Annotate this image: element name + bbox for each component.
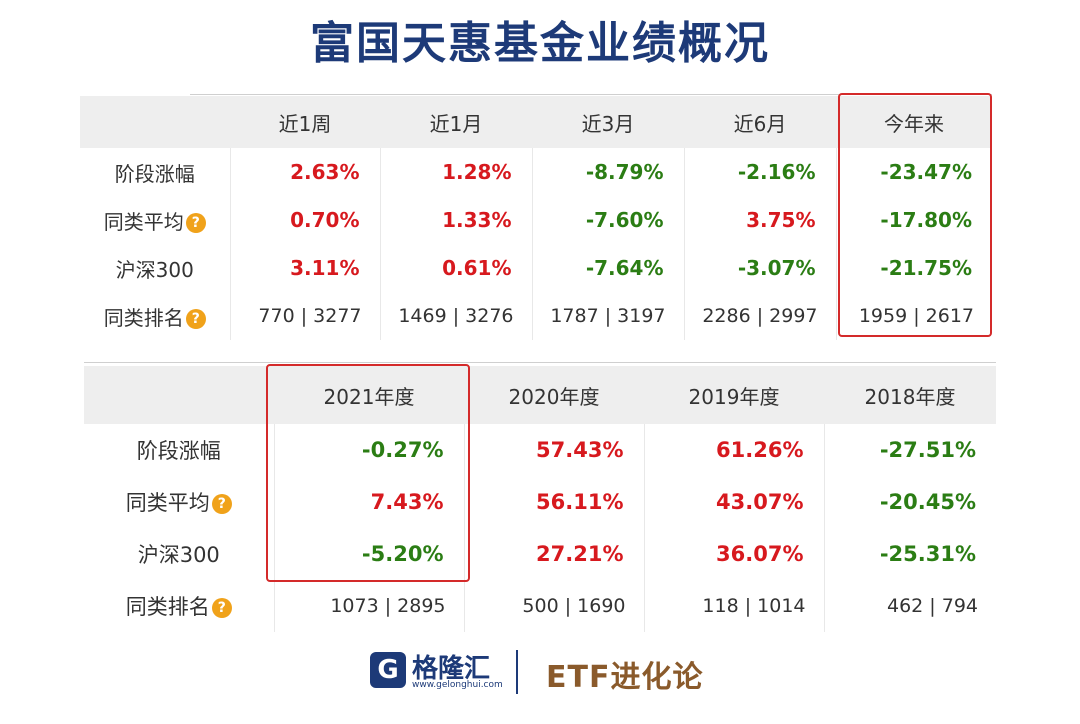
- table-cell: 770 | 3277: [229, 292, 380, 340]
- header-2020: 2020年度: [464, 366, 644, 424]
- annual-performance-table: 2021年度 2020年度 2019年度 2018年度 阶段涨幅 -0.27% …: [84, 366, 996, 632]
- table-cell: 1073 | 2895: [273, 580, 464, 632]
- header-2019: 2019年度: [644, 366, 824, 424]
- table-row: 阶段涨幅 -0.27% 57.43% 61.26% -27.51%: [84, 424, 996, 476]
- gelonghui-logo-name: 格隆汇: [412, 654, 491, 684]
- table-row: 阶段涨幅 2.63% 1.28% -8.79% -2.16% -23.47%: [80, 148, 992, 196]
- table-cell: 1.28%: [379, 148, 532, 196]
- row-label-peer-rank: 同类排名?: [84, 580, 274, 632]
- table-row: 沪深300 -5.20% 27.21% 36.07% -25.31%: [84, 528, 996, 580]
- table2-header-blank: [84, 366, 274, 424]
- header-2021: 2021年度: [274, 366, 464, 424]
- table2-top-rule: [84, 362, 996, 363]
- table-cell: -7.64%: [531, 244, 684, 292]
- table-cell: 3.75%: [683, 196, 836, 244]
- info-icon[interactable]: ?: [185, 308, 206, 329]
- table1-header-blank: [80, 96, 230, 148]
- table-cell: -17.80%: [835, 196, 992, 244]
- table-cell: 0.61%: [379, 244, 532, 292]
- table-row: 同类排名? 1073 | 2895 500 | 1690 118 | 1014 …: [84, 580, 996, 632]
- header-2018: 2018年度: [824, 366, 996, 424]
- table1-top-rule: [190, 94, 992, 95]
- table-cell: 43.07%: [643, 476, 824, 528]
- table-cell: 3.11%: [229, 244, 380, 292]
- table-cell: 1.33%: [379, 196, 532, 244]
- table-row: 沪深300 3.11% 0.61% -7.64% -3.07% -21.75%: [80, 244, 992, 292]
- row-label-peer-average: 同类平均?: [84, 476, 274, 528]
- table-cell: 1959 | 2617: [835, 292, 992, 340]
- table-cell: 27.21%: [463, 528, 644, 580]
- table-cell: 500 | 1690: [463, 580, 644, 632]
- table-cell: -27.51%: [823, 424, 996, 476]
- header-6-month: 近6月: [684, 96, 836, 148]
- table-cell: -23.47%: [835, 148, 992, 196]
- table-cell: -21.75%: [835, 244, 992, 292]
- table-cell: 0.70%: [229, 196, 380, 244]
- gelonghui-logo-url: www.gelonghui.com: [412, 680, 503, 690]
- row-label-peer-average: 同类平均?: [80, 196, 230, 244]
- page-title: 富国天惠基金业绩概况: [310, 18, 770, 69]
- table-cell: -2.16%: [683, 148, 836, 196]
- table-cell: -7.60%: [531, 196, 684, 244]
- table-cell: 57.43%: [463, 424, 644, 476]
- header-3-month: 近3月: [532, 96, 684, 148]
- table-cell: -0.27%: [273, 424, 464, 476]
- table-cell: 61.26%: [643, 424, 824, 476]
- table-row: 同类平均? 0.70% 1.33% -7.60% 3.75% -17.80%: [80, 196, 992, 244]
- row-label-period-return: 阶段涨幅: [136, 439, 221, 463]
- table-cell: 7.43%: [273, 476, 464, 528]
- info-icon[interactable]: ?: [185, 212, 206, 233]
- row-label-csi300: 沪深300: [137, 543, 220, 567]
- table-row: 同类平均? 7.43% 56.11% 43.07% -20.45%: [84, 476, 996, 528]
- row-label-period-return: 阶段涨幅: [114, 161, 195, 186]
- header-1-month: 近1月: [380, 96, 532, 148]
- table-cell: 118 | 1014: [643, 580, 824, 632]
- table-cell: -5.20%: [273, 528, 464, 580]
- table2-header-row: 2021年度 2020年度 2019年度 2018年度: [84, 366, 996, 424]
- table-cell: 1469 | 3276: [379, 292, 532, 340]
- table-cell: -3.07%: [683, 244, 836, 292]
- table-cell: 56.11%: [463, 476, 644, 528]
- footer: G 格隆汇 www.gelonghui.com ETF进化论: [0, 644, 1080, 700]
- header-1-week: 近1周: [230, 96, 380, 148]
- row-label-peer-rank: 同类排名?: [80, 292, 230, 340]
- row-label-csi300: 沪深300: [115, 257, 194, 282]
- table-cell: 2.63%: [229, 148, 380, 196]
- gelonghui-logo-icon: G: [370, 652, 406, 688]
- info-icon[interactable]: ?: [211, 494, 232, 514]
- footer-divider: [516, 650, 518, 694]
- table1-header-row: 近1周 近1月 近3月 近6月 今年来: [80, 96, 992, 148]
- footer-brand: ETF进化论: [546, 660, 704, 695]
- table-cell: -8.79%: [531, 148, 684, 196]
- table-cell: -20.45%: [823, 476, 996, 528]
- table-cell: 1787 | 3197: [531, 292, 684, 340]
- table-cell: 462 | 794: [823, 580, 996, 632]
- recent-performance-table: 近1周 近1月 近3月 近6月 今年来 阶段涨幅 2.63% 1.28% -8.…: [80, 96, 992, 340]
- table-cell: 2286 | 2997: [683, 292, 836, 340]
- table-row: 同类排名? 770 | 3277 1469 | 3276 1787 | 3197…: [80, 292, 992, 340]
- header-ytd: 今年来: [836, 96, 992, 148]
- info-icon[interactable]: ?: [211, 598, 232, 618]
- table-cell: -25.31%: [823, 528, 996, 580]
- table-cell: 36.07%: [643, 528, 824, 580]
